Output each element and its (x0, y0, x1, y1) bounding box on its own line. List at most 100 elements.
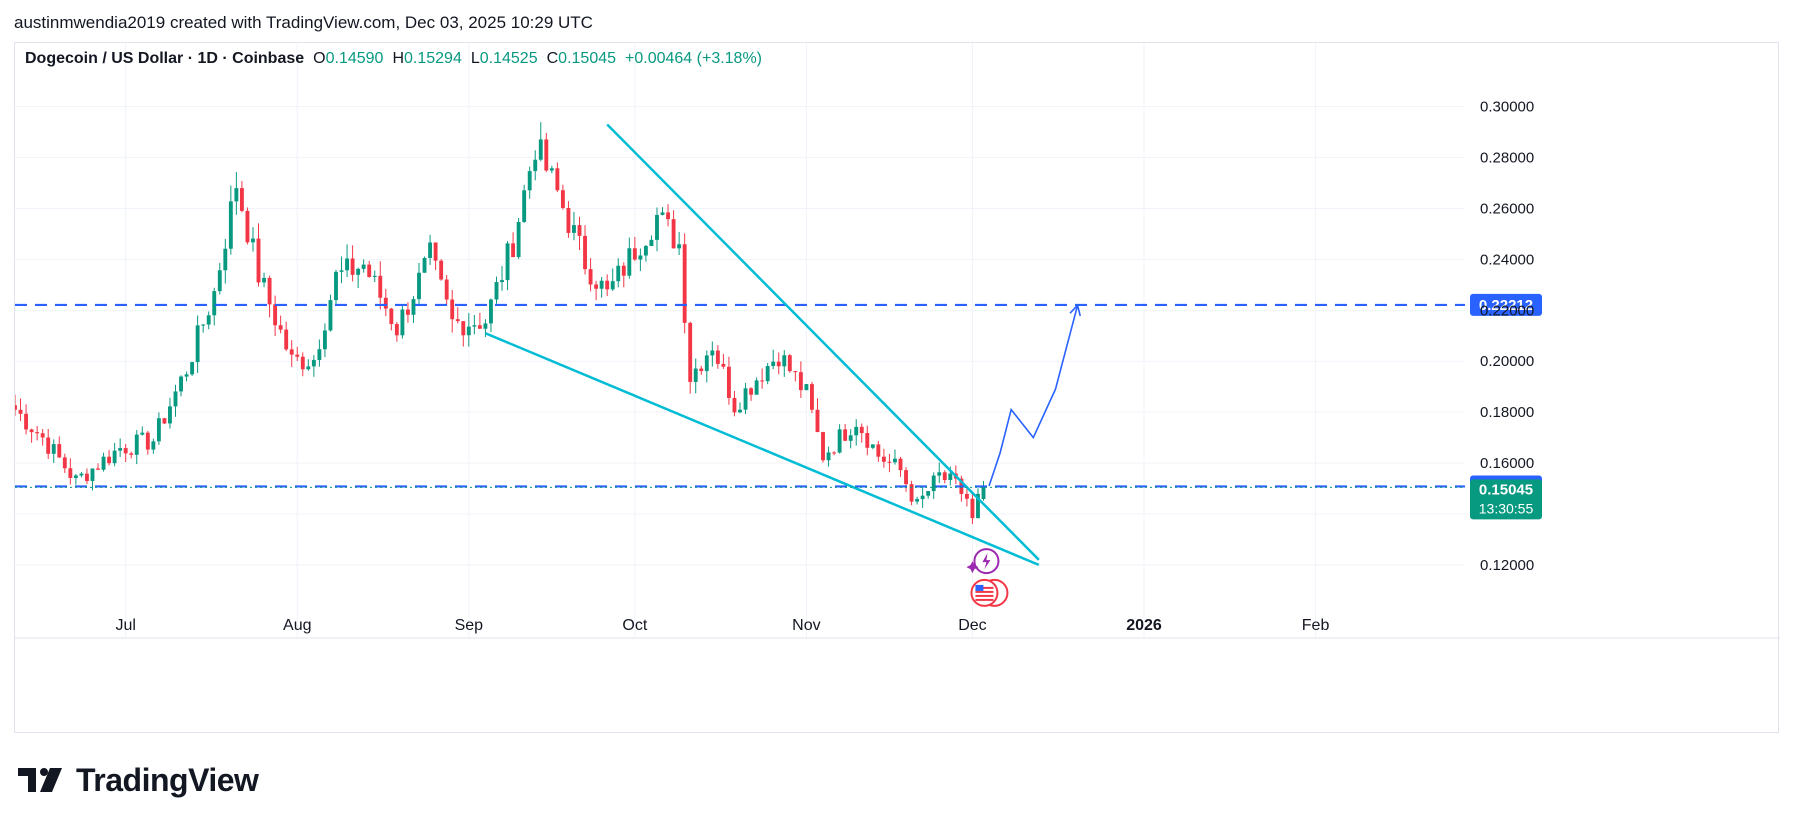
candle-body[interactable] (151, 441, 156, 450)
candle-body[interactable] (649, 239, 654, 247)
candle-body[interactable] (85, 473, 89, 482)
candle-body[interactable] (322, 330, 327, 350)
candle-body[interactable] (345, 258, 349, 271)
candle-body[interactable] (682, 244, 687, 323)
candle-body[interactable] (173, 391, 178, 407)
candle-body[interactable] (51, 444, 56, 454)
candle-body[interactable] (837, 429, 842, 453)
candle-body[interactable] (522, 190, 527, 222)
candle-body[interactable] (904, 470, 908, 485)
candle-body[interactable] (533, 159, 538, 172)
candle-body[interactable] (311, 359, 316, 367)
candle-body[interactable] (516, 221, 521, 258)
candle-body[interactable] (826, 452, 831, 461)
candle-body[interactable] (793, 371, 798, 373)
candle-body[interactable] (937, 472, 942, 476)
candle-body[interactable] (810, 384, 814, 410)
chart-pane[interactable]: 0.222120.150820.300000.280000.260000.240… (14, 42, 1780, 733)
candle-body[interactable] (710, 350, 715, 356)
candle-body[interactable] (555, 168, 560, 191)
candle-body[interactable] (643, 246, 648, 256)
candle-body[interactable] (201, 324, 206, 326)
candle-body[interactable] (455, 319, 460, 322)
candle-body[interactable] (782, 355, 787, 367)
candle-body[interactable] (190, 362, 195, 375)
candle-body[interactable] (289, 349, 294, 355)
candle-body[interactable] (156, 418, 161, 442)
candle-body[interactable] (915, 499, 920, 502)
candle-body[interactable] (350, 258, 355, 275)
candle-body[interactable] (511, 243, 516, 258)
candle-body[interactable] (267, 277, 272, 305)
candle-body[interactable] (655, 214, 659, 240)
candle-body[interactable] (394, 324, 399, 336)
candle-body[interactable] (195, 325, 200, 363)
candle-body[interactable] (317, 349, 322, 360)
candle-body[interactable] (887, 461, 892, 463)
candle-body[interactable] (848, 435, 853, 441)
candle-body[interactable] (184, 374, 189, 377)
candle-body[interactable] (843, 429, 848, 441)
candle-body[interactable] (35, 432, 40, 434)
candle-body[interactable] (815, 409, 820, 433)
candle-body[interactable] (610, 281, 615, 290)
candle-body[interactable] (262, 277, 266, 283)
candle-body[interactable] (234, 188, 239, 202)
candle-body[interactable] (334, 271, 338, 301)
candle-body[interactable] (483, 323, 488, 329)
candle-body[interactable] (688, 322, 693, 382)
candle-body[interactable] (500, 280, 504, 283)
candle-body[interactable] (29, 429, 34, 433)
candle-body[interactable] (787, 355, 792, 372)
candle-body[interactable] (107, 456, 112, 464)
candle-body[interactable] (223, 248, 228, 271)
candle-body[interactable] (472, 325, 477, 327)
candle-body[interactable] (112, 450, 117, 464)
candle-body[interactable] (699, 368, 704, 372)
candle-body[interactable] (90, 468, 95, 482)
candle-body[interactable] (909, 484, 914, 502)
candle-body[interactable] (273, 304, 278, 326)
candle-body[interactable] (140, 432, 145, 435)
candle-body[interactable] (671, 219, 676, 249)
candle-body[interactable] (605, 280, 610, 290)
candle-body[interactable] (168, 406, 172, 424)
candle-body[interactable] (627, 248, 632, 276)
candle-body[interactable] (129, 453, 134, 455)
candle-body[interactable] (378, 275, 383, 298)
candle-body[interactable] (489, 299, 493, 324)
candle-body[interactable] (134, 434, 139, 455)
candle-body[interactable] (24, 413, 29, 430)
candle-body[interactable] (57, 444, 62, 458)
candle-body[interactable] (760, 380, 765, 382)
candle-body[interactable] (638, 255, 643, 260)
candle-body[interactable] (821, 432, 825, 461)
candle-body[interactable] (494, 282, 499, 300)
candle-body[interactable] (68, 468, 73, 478)
candle-body[interactable] (101, 456, 106, 470)
candle-body[interactable] (715, 350, 720, 364)
candle-body[interactable] (976, 493, 980, 519)
candle-body[interactable] (881, 456, 886, 462)
candle-body[interactable] (677, 244, 682, 249)
candle-body[interactable] (776, 361, 781, 367)
candle-body[interactable] (876, 444, 881, 457)
candle-body[interactable] (804, 384, 809, 391)
candle-body[interactable] (942, 472, 947, 481)
candle-body[interactable] (738, 409, 742, 413)
candle-body[interactable] (870, 444, 875, 448)
candle-body[interactable] (239, 188, 244, 211)
candle-body[interactable] (754, 380, 759, 395)
candle-body[interactable] (422, 257, 427, 273)
candle-body[interactable] (251, 238, 255, 243)
candle-body[interactable] (566, 207, 571, 233)
candle-body[interactable] (406, 309, 410, 315)
candle-body[interactable] (300, 356, 305, 370)
projection-arrow-line[interactable] (988, 305, 1079, 487)
candle-body[interactable] (693, 368, 698, 382)
candle-body[interactable] (743, 388, 748, 410)
symbol-legend[interactable]: Dogecoin / US Dollar · 1D · Coinbase O0.1… (25, 50, 762, 67)
candle-body[interactable] (594, 284, 599, 289)
candle-body[interactable] (505, 243, 510, 281)
candle-body[interactable] (477, 325, 482, 329)
